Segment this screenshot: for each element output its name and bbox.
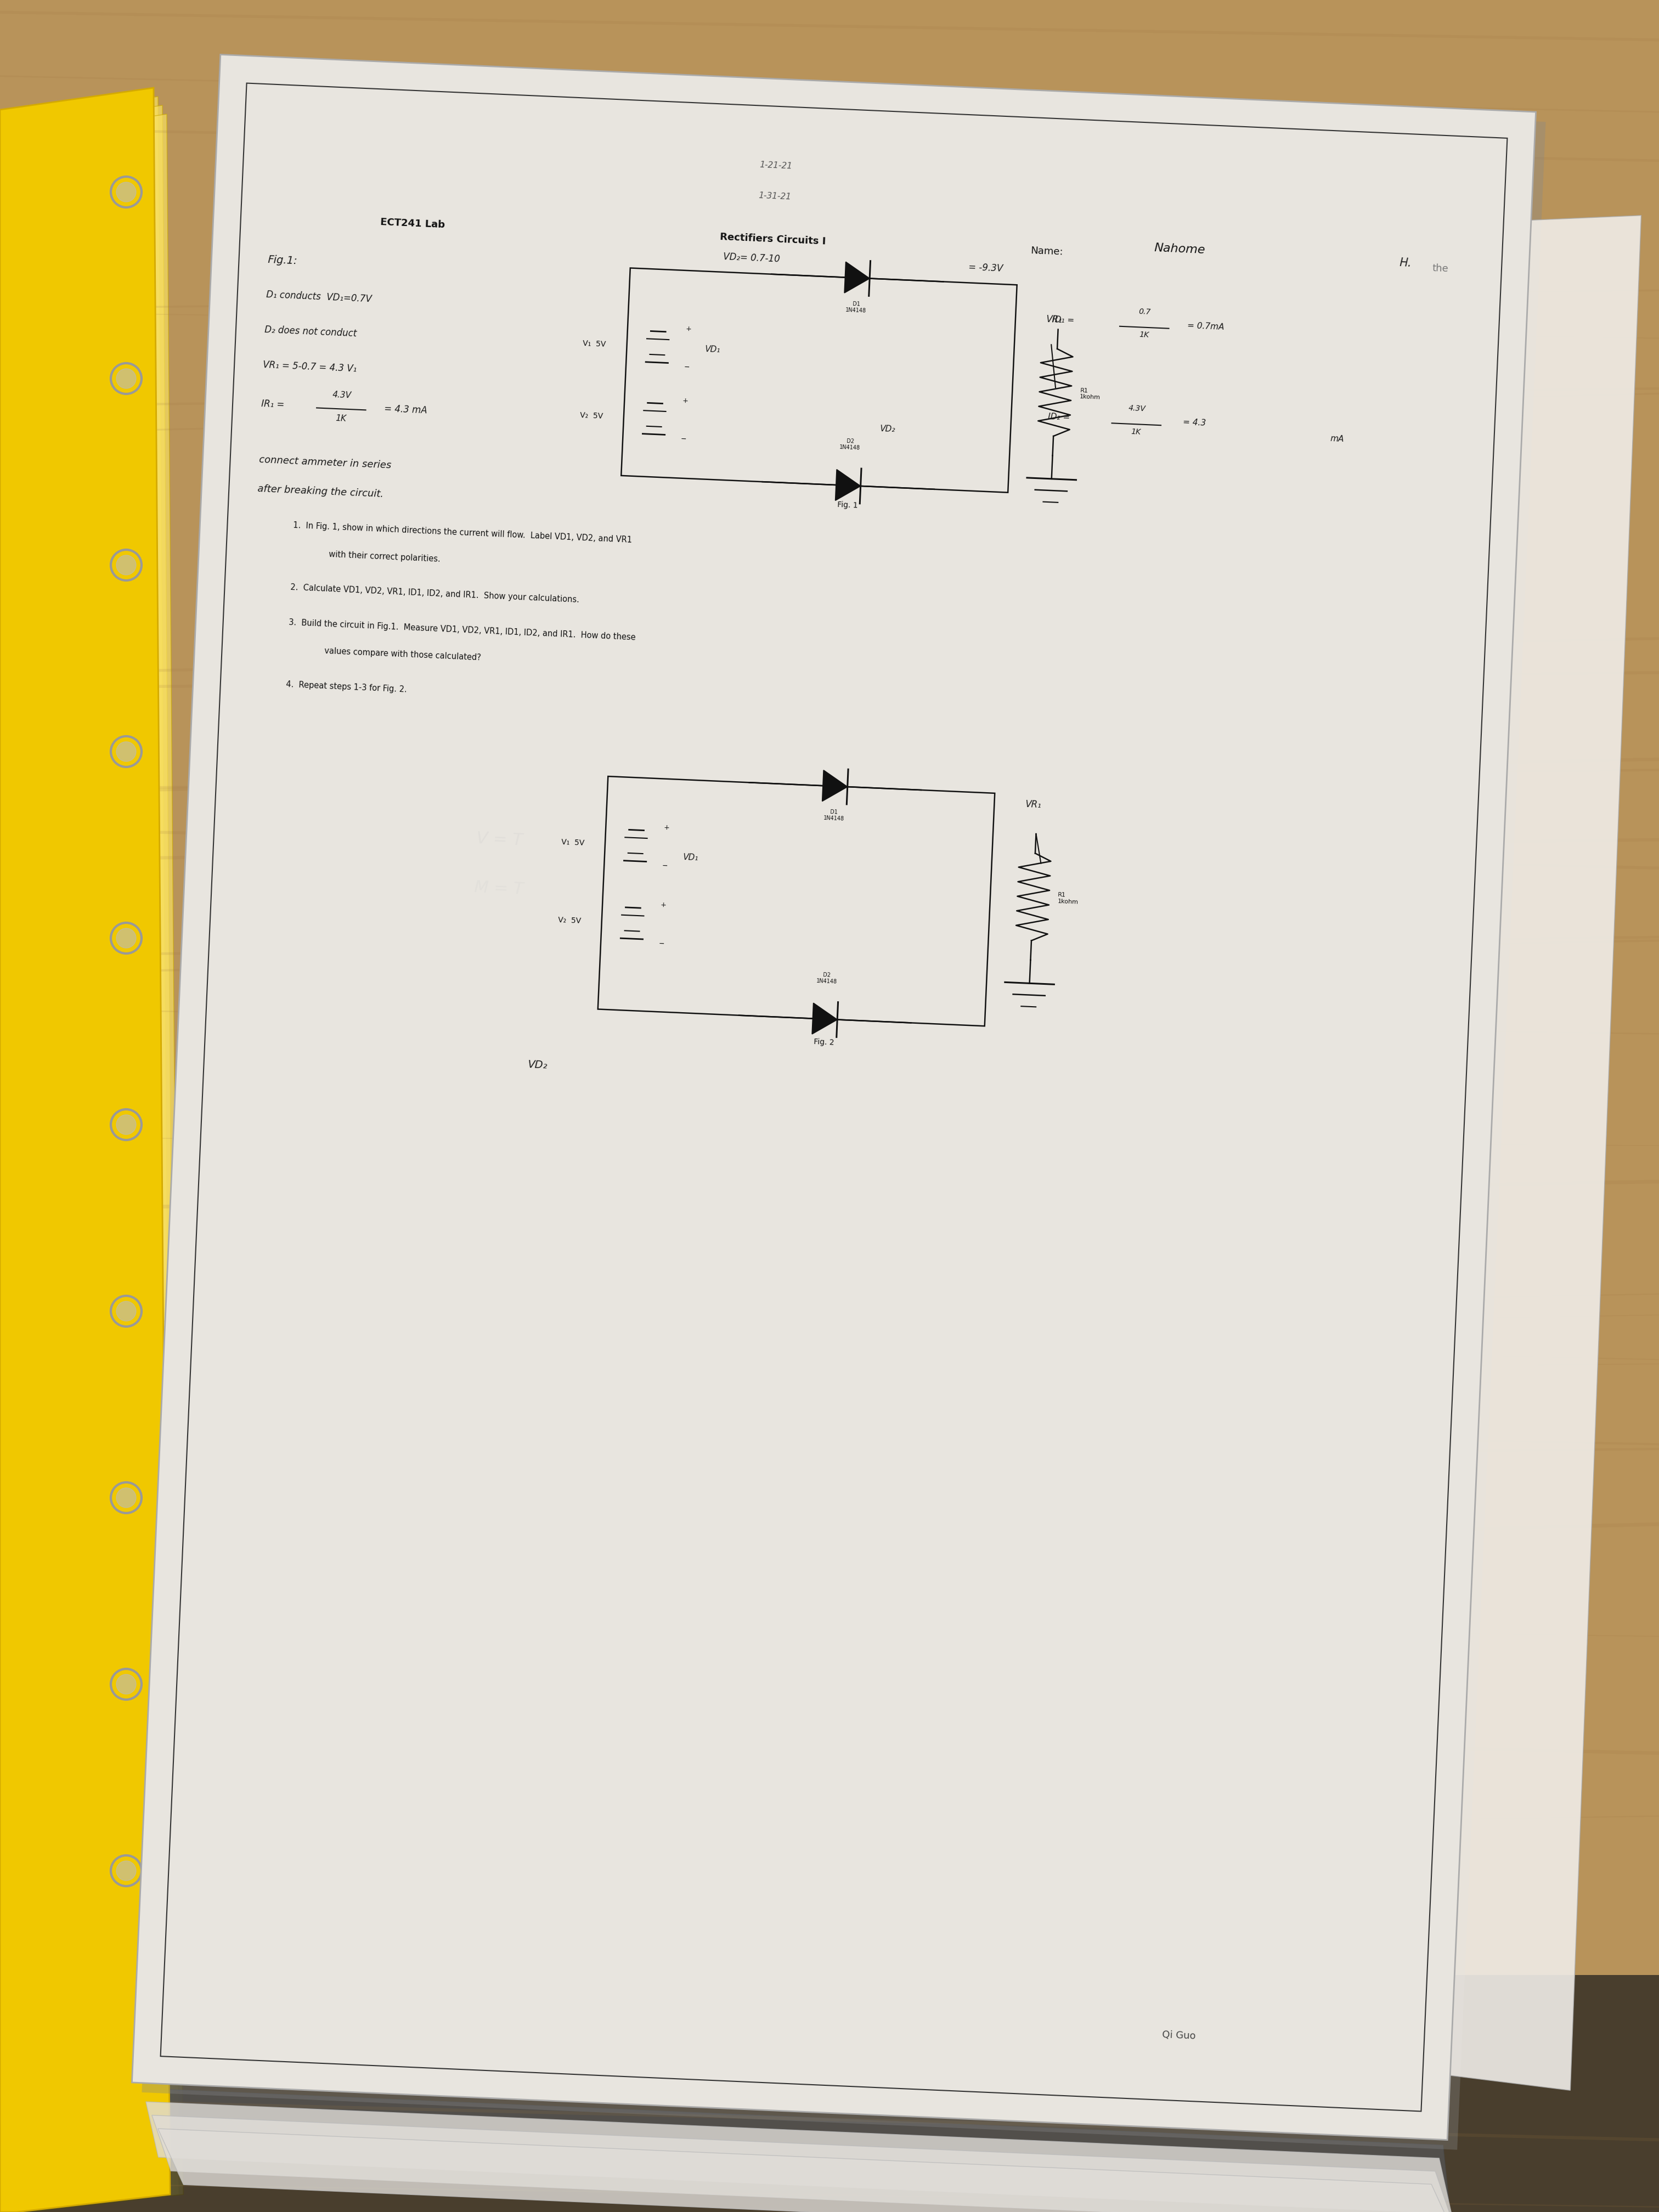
Polygon shape bbox=[811, 1002, 838, 1033]
Polygon shape bbox=[146, 2101, 1452, 2212]
Text: Nahome: Nahome bbox=[1153, 243, 1206, 257]
Text: VR₁: VR₁ bbox=[1025, 799, 1042, 810]
Text: 1K: 1K bbox=[1138, 332, 1150, 338]
Polygon shape bbox=[844, 261, 869, 292]
Text: Name:: Name: bbox=[1030, 246, 1063, 257]
Text: Rectifiers Circuits I: Rectifiers Circuits I bbox=[720, 232, 826, 246]
Polygon shape bbox=[8, 106, 179, 2212]
Text: −: − bbox=[659, 940, 665, 947]
Text: = 4.3: = 4.3 bbox=[1183, 418, 1206, 427]
Text: V₁  5V: V₁ 5V bbox=[561, 838, 584, 847]
Text: after breaking the circuit.: after breaking the circuit. bbox=[257, 484, 383, 500]
Circle shape bbox=[116, 1674, 136, 1694]
Text: with their correct polarities.: with their correct polarities. bbox=[328, 551, 440, 564]
Polygon shape bbox=[5, 97, 174, 2212]
Polygon shape bbox=[1433, 215, 1641, 2090]
Text: 4.3V: 4.3V bbox=[1128, 405, 1146, 414]
Text: +: + bbox=[664, 823, 670, 832]
Circle shape bbox=[116, 1115, 136, 1135]
Text: the: the bbox=[1432, 263, 1448, 274]
Polygon shape bbox=[158, 2128, 1457, 2212]
Text: −: − bbox=[662, 863, 669, 869]
Text: D2
1N4148: D2 1N4148 bbox=[816, 971, 838, 984]
Text: ID₁ =: ID₁ = bbox=[1052, 316, 1075, 325]
Text: 1-21-21: 1-21-21 bbox=[760, 161, 793, 170]
Text: VR₁ = 5-0.7 = 4.3 V₁: VR₁ = 5-0.7 = 4.3 V₁ bbox=[262, 361, 357, 374]
Text: V₁  5V: V₁ 5V bbox=[582, 341, 606, 349]
Text: 3.  Build the circuit in Fig.1.  Measure VD1, VD2, VR1, ID1, ID2, and IR1.  How : 3. Build the circuit in Fig.1. Measure V… bbox=[289, 619, 635, 641]
Text: D₁ conducts  VD₁=0.7V: D₁ conducts VD₁=0.7V bbox=[265, 290, 372, 305]
Text: connect ammeter in series: connect ammeter in series bbox=[259, 456, 392, 471]
Text: D2
1N4148: D2 1N4148 bbox=[839, 438, 861, 451]
Text: 1K: 1K bbox=[335, 414, 347, 422]
Text: V = T: V = T bbox=[476, 832, 523, 849]
Polygon shape bbox=[153, 2115, 1455, 2212]
Circle shape bbox=[116, 741, 136, 761]
Text: IR₁ =: IR₁ = bbox=[260, 398, 285, 409]
Text: +: + bbox=[660, 902, 667, 909]
Text: 1-31-21: 1-31-21 bbox=[758, 192, 791, 201]
Text: Fig. 2: Fig. 2 bbox=[813, 1037, 834, 1046]
Text: = 0.7mA: = 0.7mA bbox=[1188, 321, 1224, 332]
Text: VR₁: VR₁ bbox=[1047, 314, 1063, 325]
Text: R1
1kohm: R1 1kohm bbox=[1057, 891, 1078, 905]
Text: VD₂: VD₂ bbox=[528, 1060, 547, 1071]
Text: mA: mA bbox=[1331, 434, 1344, 442]
Polygon shape bbox=[0, 1975, 1659, 2212]
Circle shape bbox=[116, 555, 136, 575]
Text: R1
1kohm: R1 1kohm bbox=[1080, 387, 1102, 400]
Text: −: − bbox=[684, 365, 690, 372]
Text: D₂ does not conduct: D₂ does not conduct bbox=[264, 325, 357, 338]
Text: VD₂= 0.7-10: VD₂= 0.7-10 bbox=[723, 252, 780, 263]
Polygon shape bbox=[823, 770, 848, 801]
Text: D1
1N4148: D1 1N4148 bbox=[846, 301, 866, 314]
Text: = 4.3 mA: = 4.3 mA bbox=[383, 405, 428, 416]
Circle shape bbox=[116, 1301, 136, 1321]
Polygon shape bbox=[836, 469, 861, 500]
Text: V₂  5V: V₂ 5V bbox=[557, 916, 581, 925]
Circle shape bbox=[116, 181, 136, 201]
Text: VD₁: VD₁ bbox=[682, 854, 698, 863]
Text: H.: H. bbox=[1399, 257, 1412, 268]
Text: 2.  Calculate VD1, VD2, VR1, ID1, ID2, and IR1.  Show your calculations.: 2. Calculate VD1, VD2, VR1, ID1, ID2, an… bbox=[290, 584, 579, 604]
Text: VD₁: VD₁ bbox=[705, 345, 720, 354]
Text: 1K: 1K bbox=[1131, 427, 1141, 436]
Text: Qi Guo: Qi Guo bbox=[1161, 2031, 1196, 2042]
Text: Fig. 1: Fig. 1 bbox=[838, 500, 858, 509]
Text: D1
1N4148: D1 1N4148 bbox=[823, 810, 844, 823]
Text: −: − bbox=[680, 436, 687, 442]
Text: ID₂ =: ID₂ = bbox=[1048, 411, 1070, 422]
Text: 4.3V: 4.3V bbox=[332, 392, 352, 400]
Polygon shape bbox=[0, 88, 171, 2212]
Text: +: + bbox=[685, 325, 692, 332]
Text: = -9.3V: = -9.3V bbox=[969, 263, 1004, 274]
Polygon shape bbox=[13, 115, 182, 2212]
Text: +: + bbox=[682, 396, 688, 405]
Polygon shape bbox=[141, 64, 1546, 2150]
Circle shape bbox=[116, 369, 136, 389]
Text: 0.7: 0.7 bbox=[1138, 307, 1151, 316]
Text: 4.  Repeat steps 1-3 for Fig. 2.: 4. Repeat steps 1-3 for Fig. 2. bbox=[285, 681, 406, 695]
Text: ECT241 Lab: ECT241 Lab bbox=[380, 217, 445, 230]
Text: VD₂: VD₂ bbox=[879, 425, 896, 434]
Circle shape bbox=[116, 1489, 136, 1509]
Circle shape bbox=[116, 1860, 136, 1880]
Text: V₂  5V: V₂ 5V bbox=[579, 411, 602, 420]
Text: Fig.1:: Fig.1: bbox=[267, 254, 297, 265]
Polygon shape bbox=[139, 2088, 1448, 2201]
Circle shape bbox=[116, 929, 136, 949]
Polygon shape bbox=[133, 55, 1536, 2139]
Text: M = T: M = T bbox=[474, 878, 524, 898]
Text: values compare with those calculated?: values compare with those calculated? bbox=[324, 648, 481, 661]
Text: 1.  In Fig. 1, show in which directions the current will flow.  Label VD1, VD2, : 1. In Fig. 1, show in which directions t… bbox=[294, 522, 632, 544]
